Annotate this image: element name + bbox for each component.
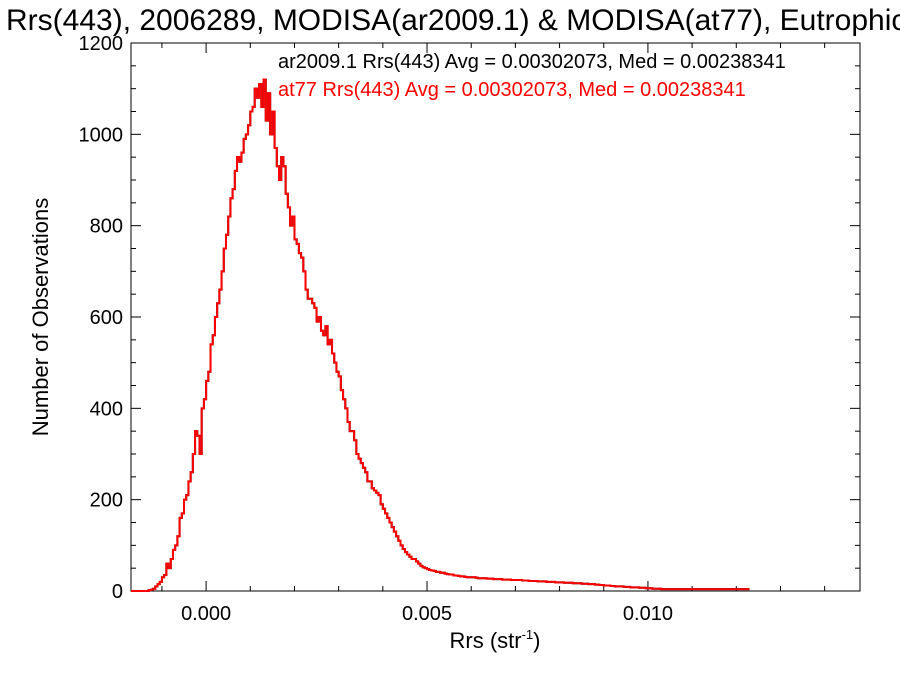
plot-frame: [130, 42, 861, 592]
x-axis: 0.000 0.005 0.010: [161, 43, 826, 625]
x-tick-label: 0.005: [402, 603, 452, 625]
y-tick-label: 800: [90, 216, 123, 238]
series-ar2009-1-histogram: [131, 78, 750, 592]
x-axis-label-text: Rrs (str: [450, 628, 522, 653]
y-axis: 0 200 400 600 800 1000 1200: [79, 33, 860, 603]
x-axis-label: Rrs (str-1): [450, 627, 541, 653]
x-tick-label: 0.010: [623, 603, 673, 625]
y-tick-label: 1200: [79, 33, 124, 55]
y-tick-label: 0: [112, 581, 123, 603]
chart-title: Rrs(443), 2006289, MODISA(ar2009.1) & MO…: [6, 4, 900, 37]
x-axis-label-superscript: -1: [522, 627, 534, 642]
y-axis-label: Number of Observations: [28, 198, 53, 436]
y-tick-label: 600: [90, 307, 123, 329]
y-tick-label: 200: [90, 490, 123, 512]
series-at77-histogram: [131, 78, 750, 592]
x-tick-label: 0.000: [181, 603, 231, 625]
x-axis-label-close: ): [533, 628, 540, 653]
y-tick-label: 1000: [79, 124, 124, 146]
y-tick-label: 400: [90, 398, 123, 420]
annotation-at77-stats: at77 Rrs(443) Avg = 0.00302073, Med = 0.…: [278, 79, 746, 101]
annotation-ar2009-stats: ar2009.1 Rrs(443) Avg = 0.00302073, Med …: [278, 51, 786, 73]
